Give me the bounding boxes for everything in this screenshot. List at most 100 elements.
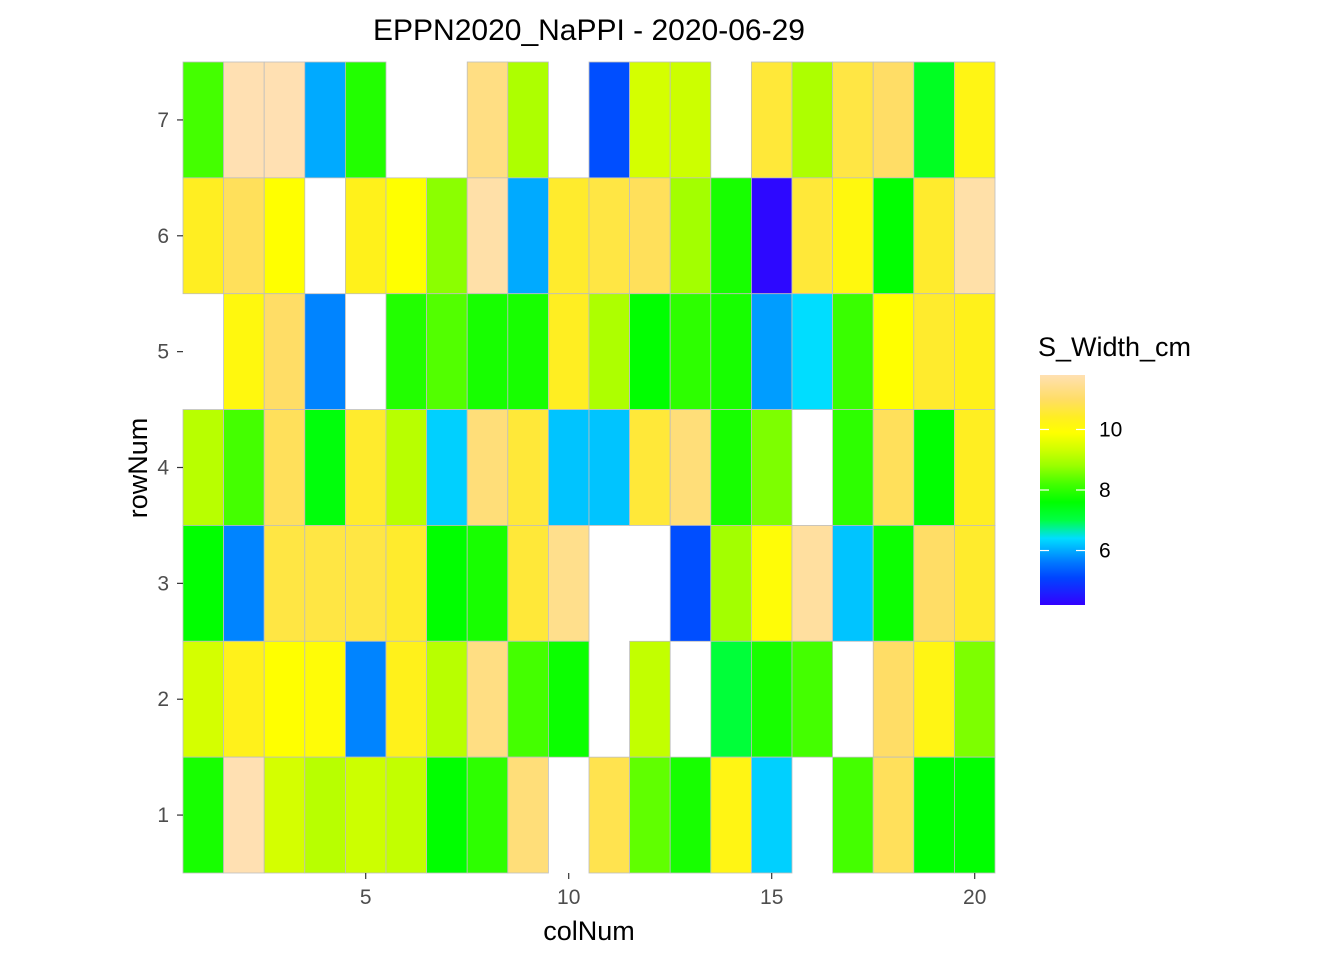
heatmap-tile [710,177,752,295]
heatmap-tile [304,756,346,874]
heatmap-tile [385,177,427,295]
y-tick-label: 7 [157,109,169,132]
heatmap-tile [913,61,955,179]
heatmap-tile [913,756,955,874]
heatmap-tile [954,61,996,179]
heatmap-tile [588,177,630,295]
heatmap-tile [751,409,793,526]
heatmap-tile [791,640,833,758]
heatmap-tile [466,409,509,526]
heatmap-tile [872,640,915,758]
heatmap-tile [832,177,874,295]
heatmap-tile [466,756,509,874]
heatmap-tile [223,756,265,874]
heatmap-tile [751,525,793,642]
heatmap-tile [872,61,915,179]
heatmap-tile [182,409,224,526]
x-axis-label: colNum [543,916,635,946]
heatmap-tile [223,293,265,410]
heatmap-tile [263,640,306,758]
heatmap-tile [913,177,955,295]
heatmap-tile [669,177,712,295]
heatmap-tile [751,177,793,295]
heatmap-tile [304,525,346,642]
heatmap-tile [182,61,224,179]
heatmap-tile [344,61,387,179]
heatmap-tile [426,177,468,295]
heatmap-tile [344,177,387,295]
heatmap-tile [304,293,346,410]
heatmap-tile [791,293,833,410]
heatmap-tile [588,293,630,410]
heatmap-tile [182,525,224,642]
heatmap-tile [304,640,346,758]
heatmap-tile [507,756,549,874]
heatmap-tile [629,640,671,758]
heatmap-tile [344,640,387,758]
legend-tick-label: 6 [1099,540,1111,563]
heatmap-tile [913,640,955,758]
heatmap-tile [629,61,671,179]
y-tick-label: 3 [157,572,169,595]
heatmap-tile [588,61,630,179]
heatmap-tile [954,640,996,758]
heatmap-tile [872,293,915,410]
heatmap-tile [954,293,996,410]
heatmap-tile [710,525,752,642]
heatmap-tile [304,61,346,179]
heatmap-tile [791,61,833,179]
heatmap-tile [304,409,346,526]
x-tick-label: 5 [360,886,372,909]
heatmap-tile [669,525,712,642]
heatmap-tile [629,293,671,410]
heatmap-tile [263,61,306,179]
heatmap-tile [954,409,996,526]
heatmap-tile [223,640,265,758]
heatmap-tile [466,61,509,179]
legend: S_Width_cm 6 8 10 [1038,332,1191,605]
heatmap-tile [426,293,468,410]
heatmap-tile [832,293,874,410]
heatmap-tile [385,293,427,410]
heatmap-tile [385,525,427,642]
y-tick-label: 4 [157,457,169,480]
heatmap-tile [263,756,306,874]
heatmap-tile [629,177,671,295]
heatmap-tile [710,409,752,526]
heatmap-tile [669,409,712,526]
heatmap-tile [954,756,996,874]
heatmap-tile [385,640,427,758]
heatmap-tile [548,409,590,526]
heatmap-tile [507,525,549,642]
heatmap-tile [466,640,509,758]
heatmap-tile [426,640,468,758]
heatmap-tile [223,61,265,179]
heatmap-tile [832,525,874,642]
heatmap-tile [872,409,915,526]
heatmap-tile [182,640,224,758]
heatmap-tile [344,409,387,526]
x-tick-label: 10 [557,886,580,909]
heatmap-tile [385,756,427,874]
y-tick-label: 1 [157,804,169,827]
y-axis-label: rowNum [123,418,153,519]
x-tick-label: 15 [760,886,783,909]
heatmap-tile [954,177,996,295]
y-tick-label: 5 [157,341,169,364]
heatmap-tile [385,409,427,526]
y-tick-label: 6 [157,225,169,248]
legend-tick-label: 8 [1099,479,1111,502]
heatmap-tile [913,409,955,526]
heatmap-tile [263,293,306,410]
y-tick-label: 2 [157,688,169,711]
heatmap-tile [629,409,671,526]
heatmap-tile [182,756,224,874]
heatmap-tile [913,525,955,642]
x-tick-label: 20 [963,886,986,909]
heatmap-tile [710,640,752,758]
heatmap-tile [588,756,630,874]
heatmap-tile [263,525,306,642]
heatmap-tile [182,177,224,295]
heatmap-tile [507,293,549,410]
